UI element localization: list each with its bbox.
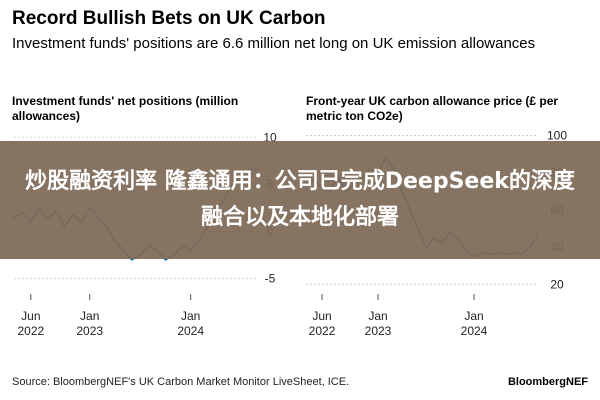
chart-subtitle: Investment funds' positions are 6.6 mill… [12, 35, 536, 52]
right-panel-title: Front-year UK carbon allowance price (£ … [306, 94, 559, 123]
source-note: Source: BloombergNEF's UK Carbon Market … [12, 376, 350, 388]
positions-x-tick-label: 2023 [76, 324, 103, 338]
overlay-banner-text: 炒股融资利率 隆鑫通用：公司已完成DeepSeek的深度融合以及本地化部署 [25, 169, 575, 230]
positions-data-point [164, 258, 167, 261]
positions-x-tick-label: Jan [181, 309, 200, 323]
price-y-tick-label: 100 [547, 128, 567, 142]
price-x-tick-label: Jan [368, 309, 387, 323]
positions-x-tick-label: 2022 [17, 324, 44, 338]
brand-logo: BloombergNEF [507, 376, 588, 388]
price-x-tick-label: 2024 [461, 324, 488, 338]
price-y-tick-label: 20 [550, 277, 564, 291]
positions-x-tick-label: 2024 [177, 324, 204, 338]
positions-y-tick-label: -5 [265, 272, 276, 286]
left-panel-title: Investment funds' net positions (million… [12, 94, 239, 123]
price-x-tick-label: 2023 [365, 324, 392, 338]
price-x-tick-label: Jun [312, 309, 331, 323]
overlay-banner: 炒股融资利率 隆鑫通用：公司已完成DeepSeek的深度融合以及本地化部署 [0, 141, 600, 259]
price-x-tick-label: 2022 [309, 324, 336, 338]
positions-x-tick-label: Jun [21, 309, 40, 323]
positions-y-tick-label: 10 [263, 130, 277, 144]
positions-data-point [130, 258, 133, 261]
chart-title: Record Bullish Bets on UK Carbon [12, 8, 326, 29]
price-x-tick-label: Jan [464, 309, 483, 323]
positions-x-tick-label: Jan [80, 309, 99, 323]
